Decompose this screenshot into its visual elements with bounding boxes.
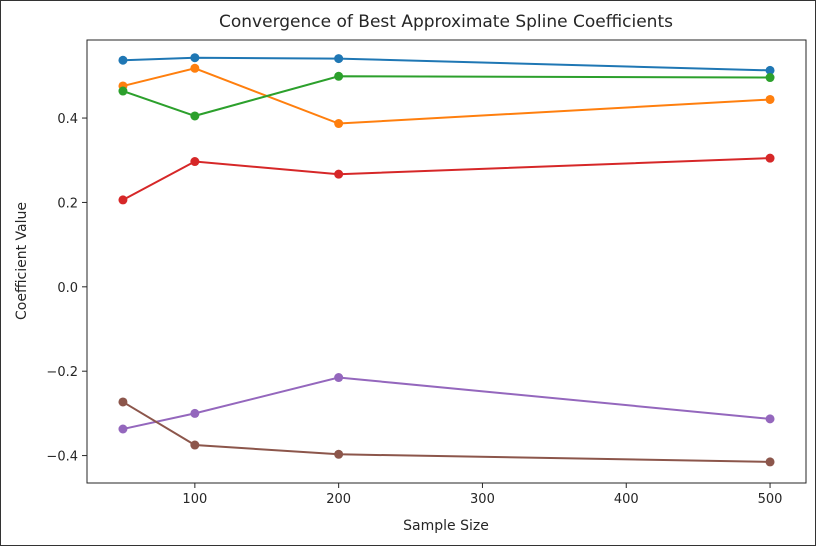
plot-area xyxy=(86,39,807,484)
series-line xyxy=(122,376,771,430)
x-tick-label: 400 xyxy=(614,492,639,507)
data-point xyxy=(334,373,344,383)
series-layer xyxy=(118,53,775,467)
data-point xyxy=(118,424,128,434)
x-tick-label: 200 xyxy=(326,492,351,507)
data-point xyxy=(334,169,344,179)
data-point xyxy=(190,63,200,73)
data-point xyxy=(190,440,200,450)
x-axis: 100 200 300 400 500 xyxy=(182,483,782,507)
data-point xyxy=(118,397,128,407)
data-point xyxy=(334,449,344,459)
y-tick-label: 0.4 xyxy=(57,112,78,127)
data-point xyxy=(334,71,344,81)
data-point xyxy=(118,195,128,205)
data-point xyxy=(190,111,200,121)
x-tick-label: 300 xyxy=(470,492,495,507)
series-6 xyxy=(118,397,775,467)
series-line xyxy=(122,56,771,72)
data-point xyxy=(765,153,775,163)
data-point xyxy=(765,65,775,75)
data-point xyxy=(190,157,200,167)
data-point xyxy=(118,86,128,96)
series-line xyxy=(122,75,771,117)
y-axis: −0.4 −0.2 0.0 0.2 0.4 xyxy=(46,112,87,465)
y-tick-label: −0.4 xyxy=(46,450,78,465)
series-2 xyxy=(118,63,775,129)
data-point xyxy=(190,408,200,418)
data-point xyxy=(765,94,775,104)
data-point xyxy=(765,414,775,424)
series-5 xyxy=(118,373,775,434)
x-tick-label: 100 xyxy=(182,492,207,507)
series-4 xyxy=(118,153,775,205)
y-tick-label: 0.0 xyxy=(57,281,78,296)
x-tick-label: 500 xyxy=(758,492,783,507)
data-point xyxy=(765,457,775,467)
y-tick-label: 0.2 xyxy=(57,196,78,211)
y-axis-label: Coefficient Value xyxy=(14,202,30,320)
chart-title: Convergence of Best Approximate Spline C… xyxy=(219,12,673,32)
data-point xyxy=(765,73,775,83)
series-1 xyxy=(118,53,775,75)
x-axis-label: Sample Size xyxy=(403,518,489,534)
data-point xyxy=(118,55,128,65)
data-point xyxy=(334,54,344,64)
series-line xyxy=(122,157,771,201)
y-tick-label: −0.2 xyxy=(46,365,78,380)
data-point xyxy=(190,53,200,63)
data-point xyxy=(334,119,344,129)
series-3 xyxy=(118,71,775,121)
series-line xyxy=(122,401,771,463)
